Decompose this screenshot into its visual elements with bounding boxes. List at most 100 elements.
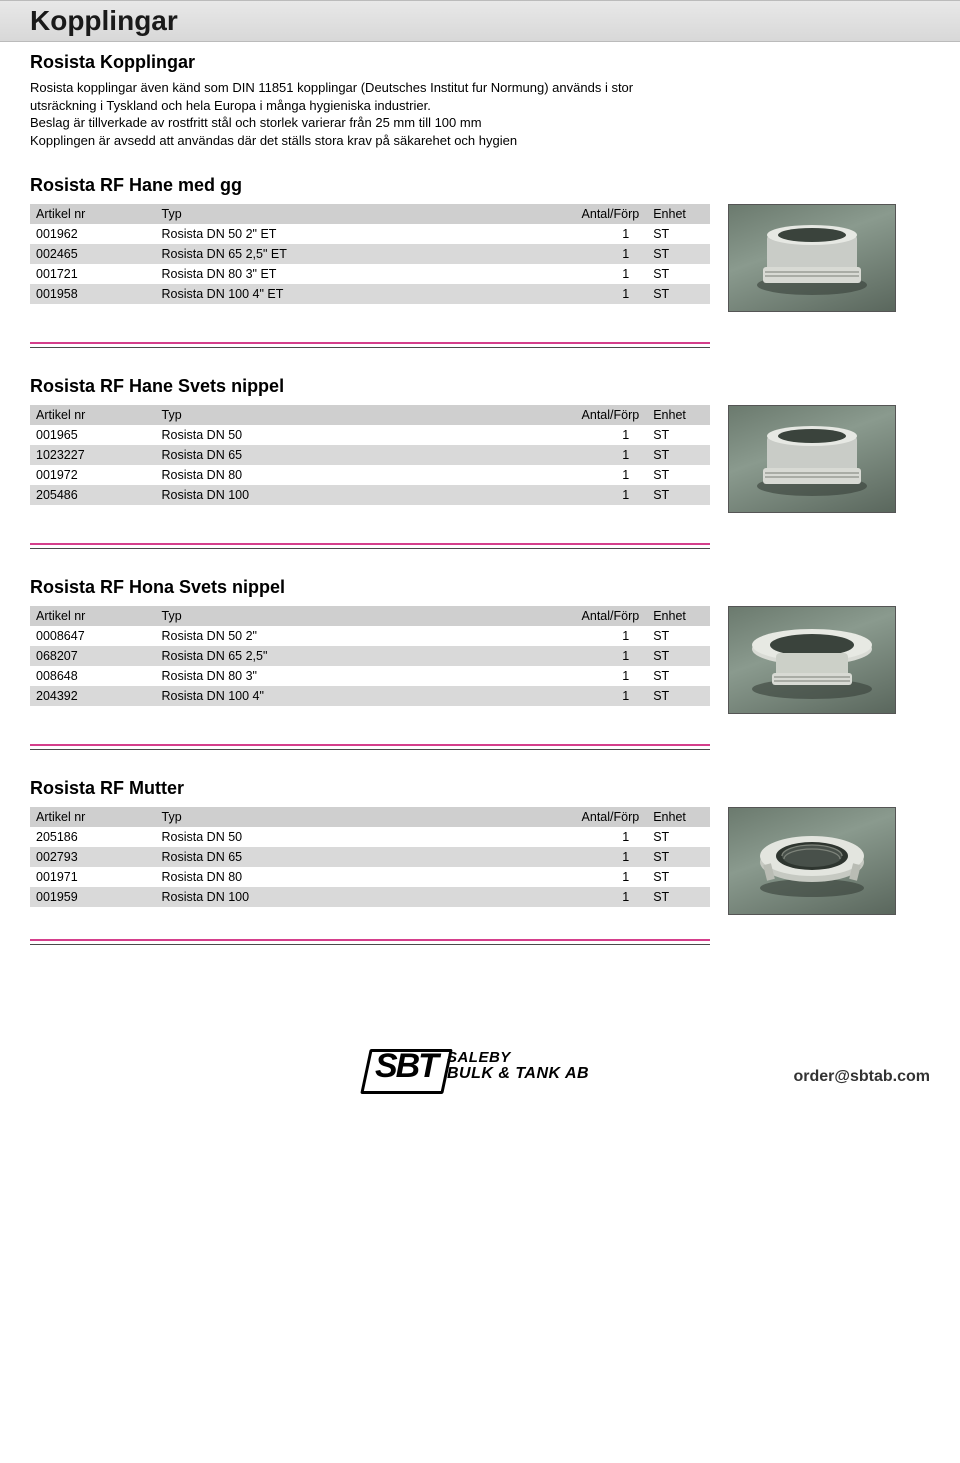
cell-typ: Rosista DN 100 4"	[156, 686, 533, 706]
cell-artikel: 205186	[30, 827, 156, 847]
col-typ: Typ	[156, 606, 533, 626]
cell-enhet: ST	[647, 867, 710, 887]
intro-body: Rosista kopplingar även känd som DIN 118…	[30, 79, 670, 149]
divider	[30, 342, 930, 350]
cell-enhet: ST	[647, 626, 710, 646]
table-row: 001971 Rosista DN 80 1 ST	[30, 867, 710, 887]
cell-artikel: 001962	[30, 224, 156, 244]
cell-typ: Rosista DN 65 2,5"	[156, 646, 533, 666]
cell-artikel: 001971	[30, 867, 156, 887]
section-hona-svets: Rosista RF Hona Svets nippel Artikel nr …	[30, 577, 930, 714]
cell-enhet: ST	[647, 646, 710, 666]
cell-enhet: ST	[647, 666, 710, 686]
table-row: 001965 Rosista DN 50 1 ST	[30, 425, 710, 445]
divider	[30, 939, 930, 947]
cell-antal: 1	[532, 445, 647, 465]
cell-artikel: 008648	[30, 666, 156, 686]
table-row: 001959 Rosista DN 100 1 ST	[30, 887, 710, 907]
cell-antal: 1	[532, 244, 647, 264]
cell-artikel: 001959	[30, 887, 156, 907]
page-title: Kopplingar	[30, 5, 930, 37]
divider	[30, 744, 930, 752]
cell-antal: 1	[532, 264, 647, 284]
cell-antal: 1	[532, 626, 647, 646]
cell-typ: Rosista DN 100	[156, 485, 533, 505]
col-enhet: Enhet	[647, 204, 710, 224]
cell-typ: Rosista DN 100	[156, 887, 533, 907]
section-mutter: Rosista RF Mutter Artikel nr Typ Antal/F…	[30, 778, 930, 915]
cell-typ: Rosista DN 65	[156, 847, 533, 867]
cell-enhet: ST	[647, 445, 710, 465]
logo-badge: SBT	[371, 1047, 441, 1086]
cell-enhet: ST	[647, 485, 710, 505]
table-row: 002465 Rosista DN 65 2,5" ET 1 ST	[30, 244, 710, 264]
table-row: 068207 Rosista DN 65 2,5" 1 ST	[30, 646, 710, 666]
cell-typ: Rosista DN 80	[156, 867, 533, 887]
section-title: Rosista RF Hane med gg	[30, 175, 930, 196]
table-row: 0008647 Rosista DN 50 2" 1 ST	[30, 626, 710, 646]
cell-antal: 1	[532, 284, 647, 304]
table-row: 205186 Rosista DN 50 1 ST	[30, 827, 710, 847]
intro-line: Beslag är tillverkade av rostfritt stål …	[30, 115, 482, 130]
cell-enhet: ST	[647, 264, 710, 284]
table-row: 1023227 Rosista DN 65 1 ST	[30, 445, 710, 465]
cell-enhet: ST	[647, 686, 710, 706]
product-table: Artikel nr Typ Antal/Förp Enhet 0008647 …	[30, 606, 710, 706]
cell-typ: Rosista DN 65	[156, 445, 533, 465]
product-image	[728, 405, 896, 513]
product-image	[728, 606, 896, 714]
section-title: Rosista RF Mutter	[30, 778, 930, 799]
col-typ: Typ	[156, 405, 533, 425]
cell-antal: 1	[532, 686, 647, 706]
cell-antal: 1	[532, 646, 647, 666]
cell-typ: Rosista DN 65 2,5" ET	[156, 244, 533, 264]
title-bar: Kopplingar	[0, 0, 960, 42]
logo-line1: SALEBY	[447, 1050, 589, 1066]
cell-typ: Rosista DN 80 3" ET	[156, 264, 533, 284]
cell-typ: Rosista DN 50 2" ET	[156, 224, 533, 244]
cell-enhet: ST	[647, 224, 710, 244]
table-row: 001972 Rosista DN 80 1 ST	[30, 465, 710, 485]
cell-artikel: 205486	[30, 485, 156, 505]
col-artikel: Artikel nr	[30, 405, 156, 425]
table-row: 205486 Rosista DN 100 1 ST	[30, 485, 710, 505]
col-artikel: Artikel nr	[30, 606, 156, 626]
cell-typ: Rosista DN 100 4" ET	[156, 284, 533, 304]
cell-antal: 1	[532, 827, 647, 847]
logo-line2: BULK & TANK AB	[447, 1066, 589, 1083]
cell-typ: Rosista DN 50 2"	[156, 626, 533, 646]
intro-line: Kopplingen är avsedd att användas där de…	[30, 133, 517, 148]
logo: SBT SALEBY BULK & TANK AB	[371, 1047, 589, 1086]
cell-typ: Rosista DN 80 3"	[156, 666, 533, 686]
col-antal: Antal/Förp	[532, 405, 647, 425]
cell-enhet: ST	[647, 887, 710, 907]
product-table: Artikel nr Typ Antal/Förp Enhet 205186 R…	[30, 807, 710, 907]
cell-antal: 1	[532, 887, 647, 907]
cell-artikel: 001972	[30, 465, 156, 485]
intro-line: Rosista kopplingar även känd som DIN 118…	[30, 80, 633, 113]
product-table: Artikel nr Typ Antal/Förp Enhet 001962 R…	[30, 204, 710, 304]
table-row: 002793 Rosista DN 65 1 ST	[30, 847, 710, 867]
cell-antal: 1	[532, 224, 647, 244]
col-enhet: Enhet	[647, 807, 710, 827]
cell-enhet: ST	[647, 425, 710, 445]
cell-antal: 1	[532, 465, 647, 485]
cell-enhet: ST	[647, 465, 710, 485]
cell-antal: 1	[532, 485, 647, 505]
cell-artikel: 068207	[30, 646, 156, 666]
section-title: Rosista RF Hona Svets nippel	[30, 577, 930, 598]
cell-antal: 1	[532, 867, 647, 887]
cell-typ: Rosista DN 50	[156, 827, 533, 847]
col-artikel: Artikel nr	[30, 807, 156, 827]
divider	[30, 543, 930, 551]
table-row: 008648 Rosista DN 80 3" 1 ST	[30, 666, 710, 686]
cell-artikel: 204392	[30, 686, 156, 706]
cell-artikel: 001958	[30, 284, 156, 304]
cell-antal: 1	[532, 425, 647, 445]
cell-artikel: 001965	[30, 425, 156, 445]
table-row: 001958 Rosista DN 100 4" ET 1 ST	[30, 284, 710, 304]
cell-enhet: ST	[647, 244, 710, 264]
cell-typ: Rosista DN 80	[156, 465, 533, 485]
table-row: 001721 Rosista DN 80 3" ET 1 ST	[30, 264, 710, 284]
intro-title: Rosista Kopplingar	[30, 52, 930, 73]
